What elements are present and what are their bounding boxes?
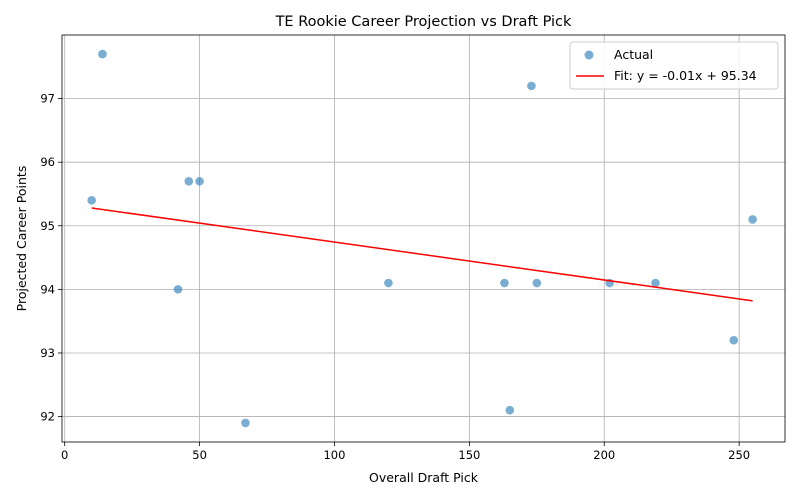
data-point	[98, 49, 107, 59]
x-tick-label: 100	[323, 448, 345, 462]
x-tick-label: 200	[593, 448, 615, 462]
y-tick-label: 96	[40, 155, 55, 169]
data-point	[527, 81, 536, 91]
y-axis-ticks: 92 93 94 95 96 97	[40, 92, 62, 424]
fit-line	[91, 207, 753, 302]
legend: Actual Fit: y = -0.01x + 95.34	[569, 41, 779, 90]
x-tick-label: 0	[61, 448, 68, 462]
x-axis-label: Overall Draft Pick	[369, 470, 479, 485]
data-point	[729, 335, 739, 345]
grid-lines	[62, 35, 785, 442]
plot-series	[87, 49, 757, 428]
data-point	[748, 215, 757, 224]
data-point	[651, 278, 660, 288]
y-tick-label: 93	[40, 346, 55, 360]
data-point	[195, 176, 204, 186]
data-point	[532, 278, 542, 288]
legend-marker-actual	[584, 50, 594, 60]
data-point	[500, 278, 509, 288]
data-point	[184, 176, 194, 186]
plot-frame	[61, 34, 786, 443]
data-point	[241, 418, 250, 428]
x-tick-label: 150	[458, 448, 480, 462]
y-tick-label: 95	[40, 219, 55, 233]
x-tick-label: 250	[728, 448, 750, 462]
x-axis-ticks: 0 50 100 150 200 250	[61, 442, 750, 462]
data-point	[87, 196, 96, 205]
y-axis-label: Projected Career Points	[14, 166, 29, 312]
legend-box	[569, 41, 779, 90]
y-tick-label: 92	[40, 410, 55, 424]
data-point	[173, 285, 183, 294]
legend-label-fit: Fit: y = -0.01x + 95.34	[614, 68, 757, 83]
y-tick-label: 97	[40, 92, 55, 106]
chart-title: TE Rookie Career Projection vs Draft Pic…	[275, 14, 572, 30]
data-point	[384, 278, 393, 288]
y-tick-label: 94	[40, 282, 55, 296]
x-tick-label: 50	[192, 448, 207, 462]
data-point	[505, 405, 515, 415]
legend-label-actual: Actual	[614, 47, 653, 62]
